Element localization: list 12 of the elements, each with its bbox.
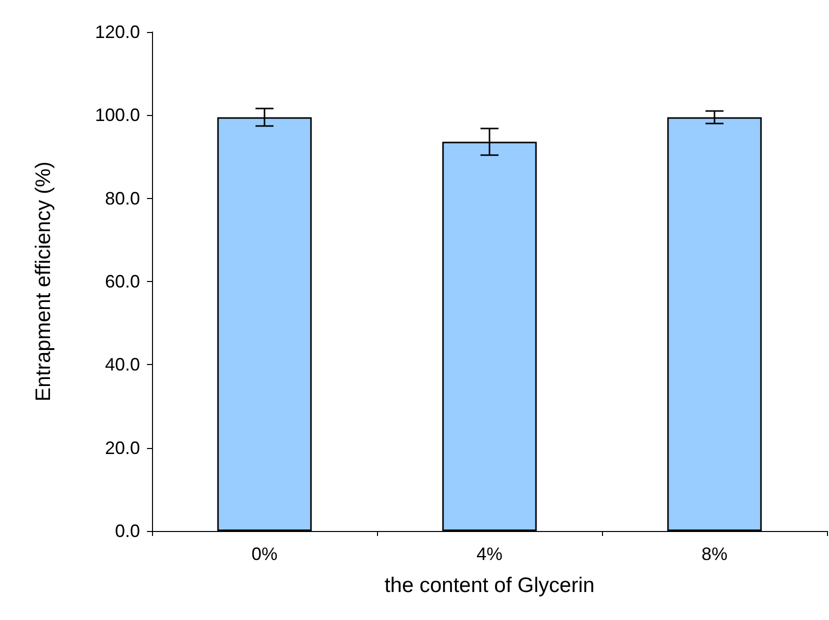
y-tick-label: 60.0 bbox=[104, 272, 140, 292]
x-tick-label: 8% bbox=[701, 544, 728, 564]
y-tick-label: 0.0 bbox=[114, 521, 140, 541]
y-tick-label: 80.0 bbox=[104, 188, 140, 208]
x-axis-title: the content of Glycerin bbox=[384, 574, 595, 597]
y-tick-label: 100.0 bbox=[94, 105, 140, 126]
x-tick-label: 4% bbox=[476, 544, 503, 564]
y-axis-title: Entrapment efficiency (%) bbox=[32, 161, 55, 402]
x-tick-label: 0% bbox=[251, 544, 278, 564]
y-tick-label: 120.0 bbox=[94, 22, 140, 42]
y-tick-label: 40.0 bbox=[104, 354, 140, 375]
y-tick-label: 20.0 bbox=[104, 438, 140, 458]
